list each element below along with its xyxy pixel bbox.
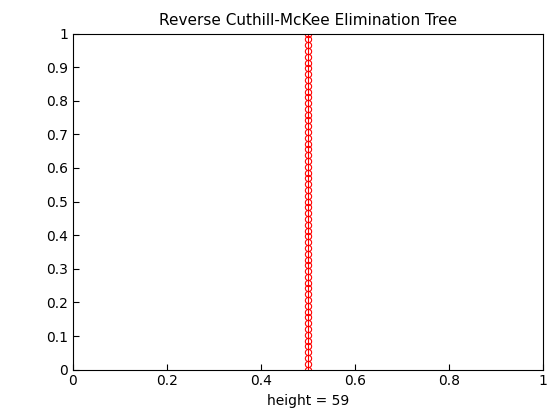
Title: Reverse Cuthill-McKee Elimination Tree: Reverse Cuthill-McKee Elimination Tree [159,13,457,28]
X-axis label: height = 59: height = 59 [267,394,349,408]
